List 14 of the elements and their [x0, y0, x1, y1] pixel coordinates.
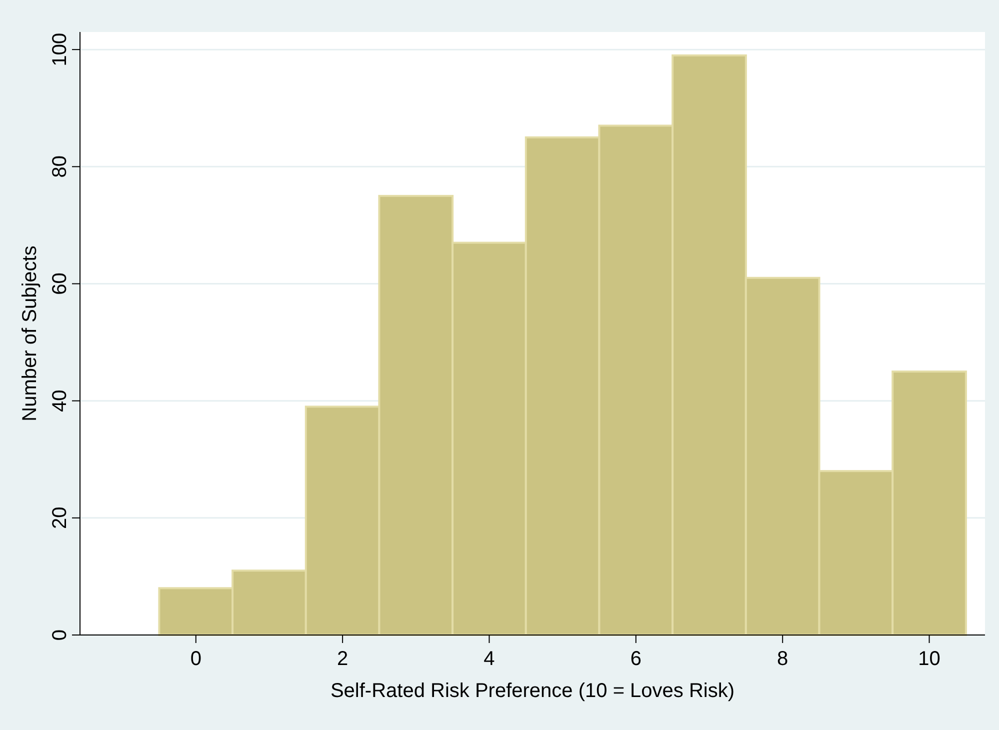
y-tick-label: 60 [49, 272, 71, 295]
x-tick-label: 8 [777, 648, 788, 670]
x-tick-label: 2 [336, 648, 348, 670]
y-tick-label: 40 [49, 390, 71, 412]
y-tick-label: 80 [49, 156, 71, 178]
y-axis-title: Number of Subjects [19, 246, 41, 422]
y-tick-label: 100 [49, 32, 71, 66]
y-tick-label: 0 [49, 629, 71, 641]
x-tick-label: 6 [630, 648, 642, 670]
x-axis-title: Self-Rated Risk Preference (10 = Loves Risk) [330, 680, 735, 702]
x-tick-label: 4 [484, 648, 495, 670]
y-tick-label: 20 [49, 506, 71, 530]
x-tick-label: 0 [190, 648, 202, 670]
x-tick-label: 10 [918, 648, 940, 670]
